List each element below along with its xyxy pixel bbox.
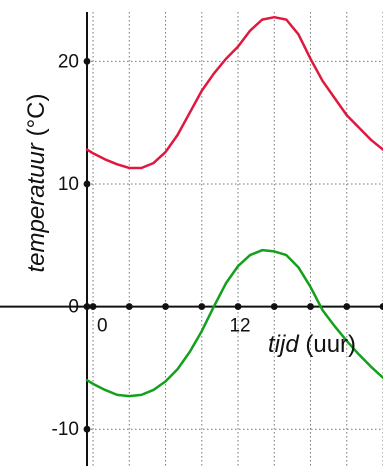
x-tick-dot [162, 303, 169, 310]
y-tick-label: 10 [58, 174, 79, 195]
y-tick-dot [83, 425, 91, 433]
x-tick-dot [270, 303, 278, 310]
x-axis-label-unit: (uur) [299, 331, 356, 358]
y-tick-label: 20 [58, 51, 79, 72]
y-tick-label: -10 [52, 419, 79, 440]
y-tick-dot [83, 180, 91, 188]
x-tick-dot [89, 303, 97, 310]
y-tick-dot [83, 57, 91, 65]
series-group [85, 15, 383, 398]
axes [0, 12, 383, 466]
y-tick-label: 0 [68, 297, 79, 318]
x-tick-label: 12 [229, 316, 250, 337]
x-axis-label: tijd (uur) [268, 331, 356, 358]
x-tick-dot [307, 303, 314, 310]
series-line-upper [85, 15, 383, 170]
x-axis-label-name: tijd [268, 331, 299, 358]
tick-marks [83, 57, 383, 433]
y-axis-label-name: temperatuur [23, 142, 50, 272]
x-tick-dot [379, 303, 383, 310]
x-tick-label: 0 [97, 316, 108, 337]
y-tick-dot [83, 303, 91, 310]
y-axis-label: temperatuur (°C) [23, 94, 50, 273]
series-line-lower [85, 248, 383, 398]
labels: temperatuur (°C) tijd (uur) -10010200122… [23, 51, 356, 440]
x-tick-dot [125, 303, 133, 310]
x-tick-dot [198, 303, 206, 310]
x-tick-dot [234, 303, 242, 310]
y-axis-label-unit: (°C) [23, 94, 50, 144]
grid [87, 12, 383, 466]
x-tick-dot [343, 303, 351, 310]
